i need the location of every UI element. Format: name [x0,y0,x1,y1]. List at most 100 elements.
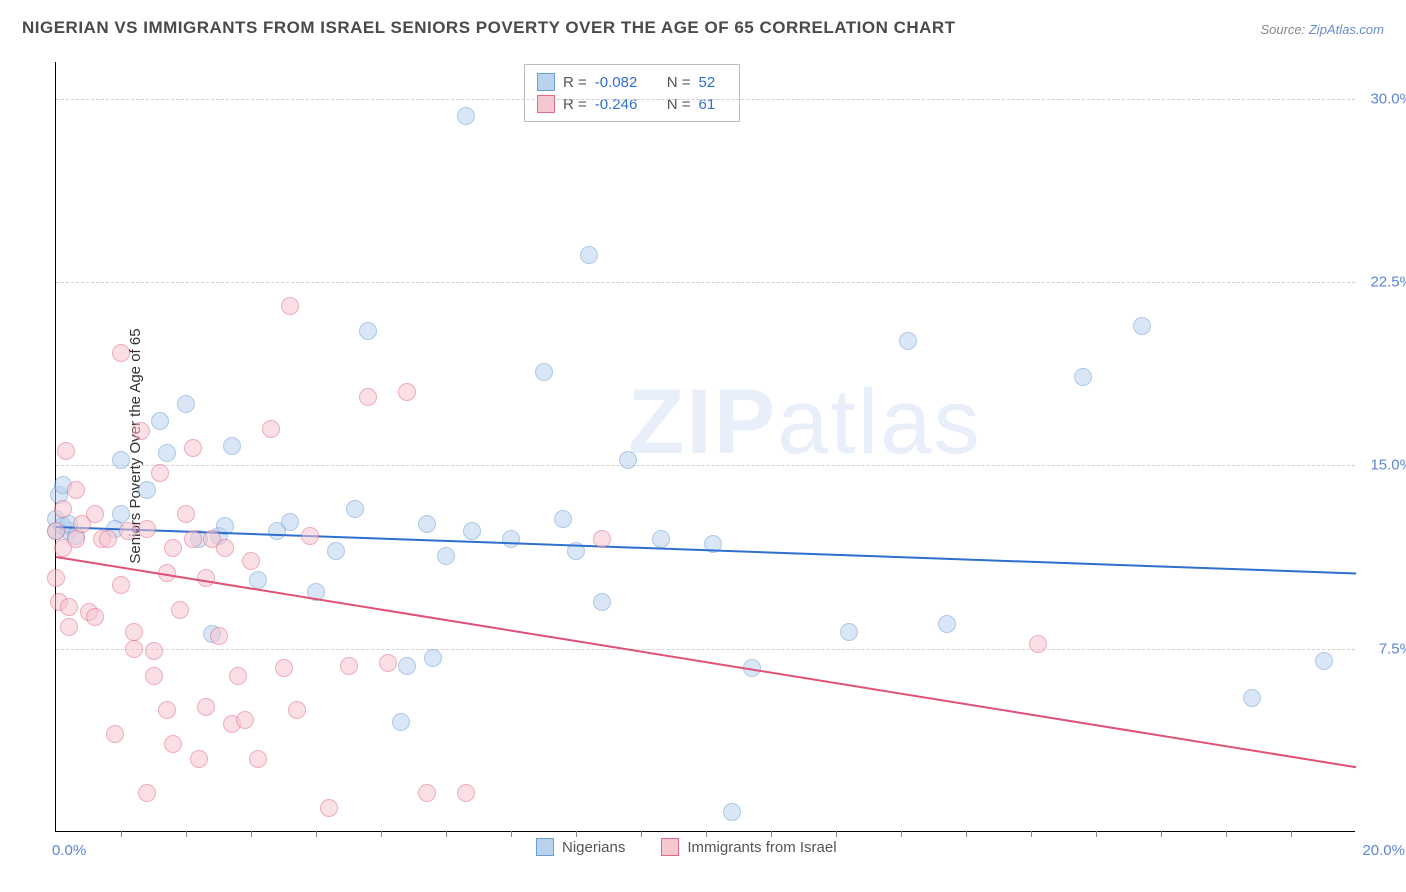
data-point-nigerians [177,395,195,413]
data-point-israel [262,420,280,438]
x-minor-tick [966,831,967,837]
x-minor-tick [1161,831,1162,837]
data-point-israel [457,784,475,802]
data-point-nigerians [723,803,741,821]
x-minor-tick [316,831,317,837]
legend-swatch [536,838,554,856]
data-point-nigerians [112,451,130,469]
correlation-legend-row: R =-0.246N =61 [537,93,727,115]
x-minor-tick [186,831,187,837]
data-point-nigerians [463,522,481,540]
data-point-nigerians [112,505,130,523]
x-tick-label-left: 0.0% [52,842,86,859]
data-point-israel [229,667,247,685]
x-minor-tick [511,831,512,837]
data-point-nigerians [249,571,267,589]
data-point-israel [340,657,358,675]
data-point-israel [138,784,156,802]
x-minor-tick [836,831,837,837]
x-minor-tick [446,831,447,837]
series-legend: Nigerians Immigrants from Israel [536,838,837,856]
data-point-israel [275,659,293,677]
r-value: -0.082 [595,74,651,91]
data-point-nigerians [535,363,553,381]
series-legend-item: Nigerians [536,838,625,856]
data-point-israel [320,799,338,817]
data-point-israel [47,569,65,587]
legend-swatch [537,73,555,91]
data-point-nigerians [281,513,299,531]
data-point-nigerians [151,412,169,430]
data-point-nigerians [158,444,176,462]
data-point-israel [60,618,78,636]
data-point-israel [60,598,78,616]
data-point-israel [184,439,202,457]
scatter-plot-area: ZIPatlas R =-0.082N =52R =-0.246N =61 7.… [55,62,1355,832]
data-point-nigerians [1133,317,1151,335]
data-point-nigerians [398,657,416,675]
source-label: Source: [1260,22,1308,37]
watermark-rest: atlas [777,371,981,473]
data-point-israel [67,481,85,499]
data-point-israel [151,464,169,482]
source-link[interactable]: ZipAtlas.com [1309,22,1384,37]
data-point-israel [236,711,254,729]
data-point-nigerians [424,649,442,667]
chart-title: NIGERIAN VS IMMIGRANTS FROM ISRAEL SENIO… [22,18,956,38]
data-point-israel [164,735,182,753]
gridline [56,465,1355,466]
x-minor-tick [641,831,642,837]
chart-source: Source: ZipAtlas.com [1260,22,1384,37]
gridline [56,649,1355,650]
x-minor-tick [1031,831,1032,837]
data-point-israel [125,640,143,658]
trend-line-israel [56,556,1356,768]
data-point-israel [86,608,104,626]
data-point-israel [242,552,260,570]
data-point-israel [359,388,377,406]
data-point-israel [145,667,163,685]
data-point-nigerians [327,542,345,560]
x-minor-tick [1226,831,1227,837]
data-point-israel [145,642,163,660]
data-point-israel [216,539,234,557]
watermark: ZIPatlas [628,370,981,475]
data-point-nigerians [652,530,670,548]
data-point-israel [54,500,72,518]
data-point-israel [418,784,436,802]
data-point-nigerians [392,713,410,731]
gridline [56,282,1355,283]
data-point-israel [86,505,104,523]
data-point-nigerians [593,593,611,611]
data-point-israel [1029,635,1047,653]
data-point-israel [288,701,306,719]
x-minor-tick [121,831,122,837]
y-tick-label: 30.0% [1357,90,1406,107]
data-point-israel [164,539,182,557]
data-point-nigerians [418,515,436,533]
data-point-nigerians [223,437,241,455]
data-point-israel [398,383,416,401]
data-point-nigerians [1074,368,1092,386]
data-point-nigerians [840,623,858,641]
y-tick-label: 15.0% [1357,457,1406,474]
x-minor-tick [576,831,577,837]
data-point-nigerians [346,500,364,518]
data-point-israel [210,627,228,645]
data-point-israel [197,698,215,716]
data-point-israel [281,297,299,315]
data-point-israel [177,505,195,523]
legend-swatch [661,838,679,856]
chart-container: NIGERIAN VS IMMIGRANTS FROM ISRAEL SENIO… [0,0,1406,892]
data-point-nigerians [899,332,917,350]
data-point-israel [249,750,267,768]
n-label: N = [667,74,691,91]
data-point-israel [190,750,208,768]
series-legend-item: Immigrants from Israel [661,838,836,856]
correlation-legend: R =-0.082N =52R =-0.246N =61 [524,64,740,122]
data-point-israel [112,576,130,594]
x-minor-tick [251,831,252,837]
data-point-nigerians [938,615,956,633]
gridline [56,99,1355,100]
correlation-legend-row: R =-0.082N =52 [537,71,727,93]
